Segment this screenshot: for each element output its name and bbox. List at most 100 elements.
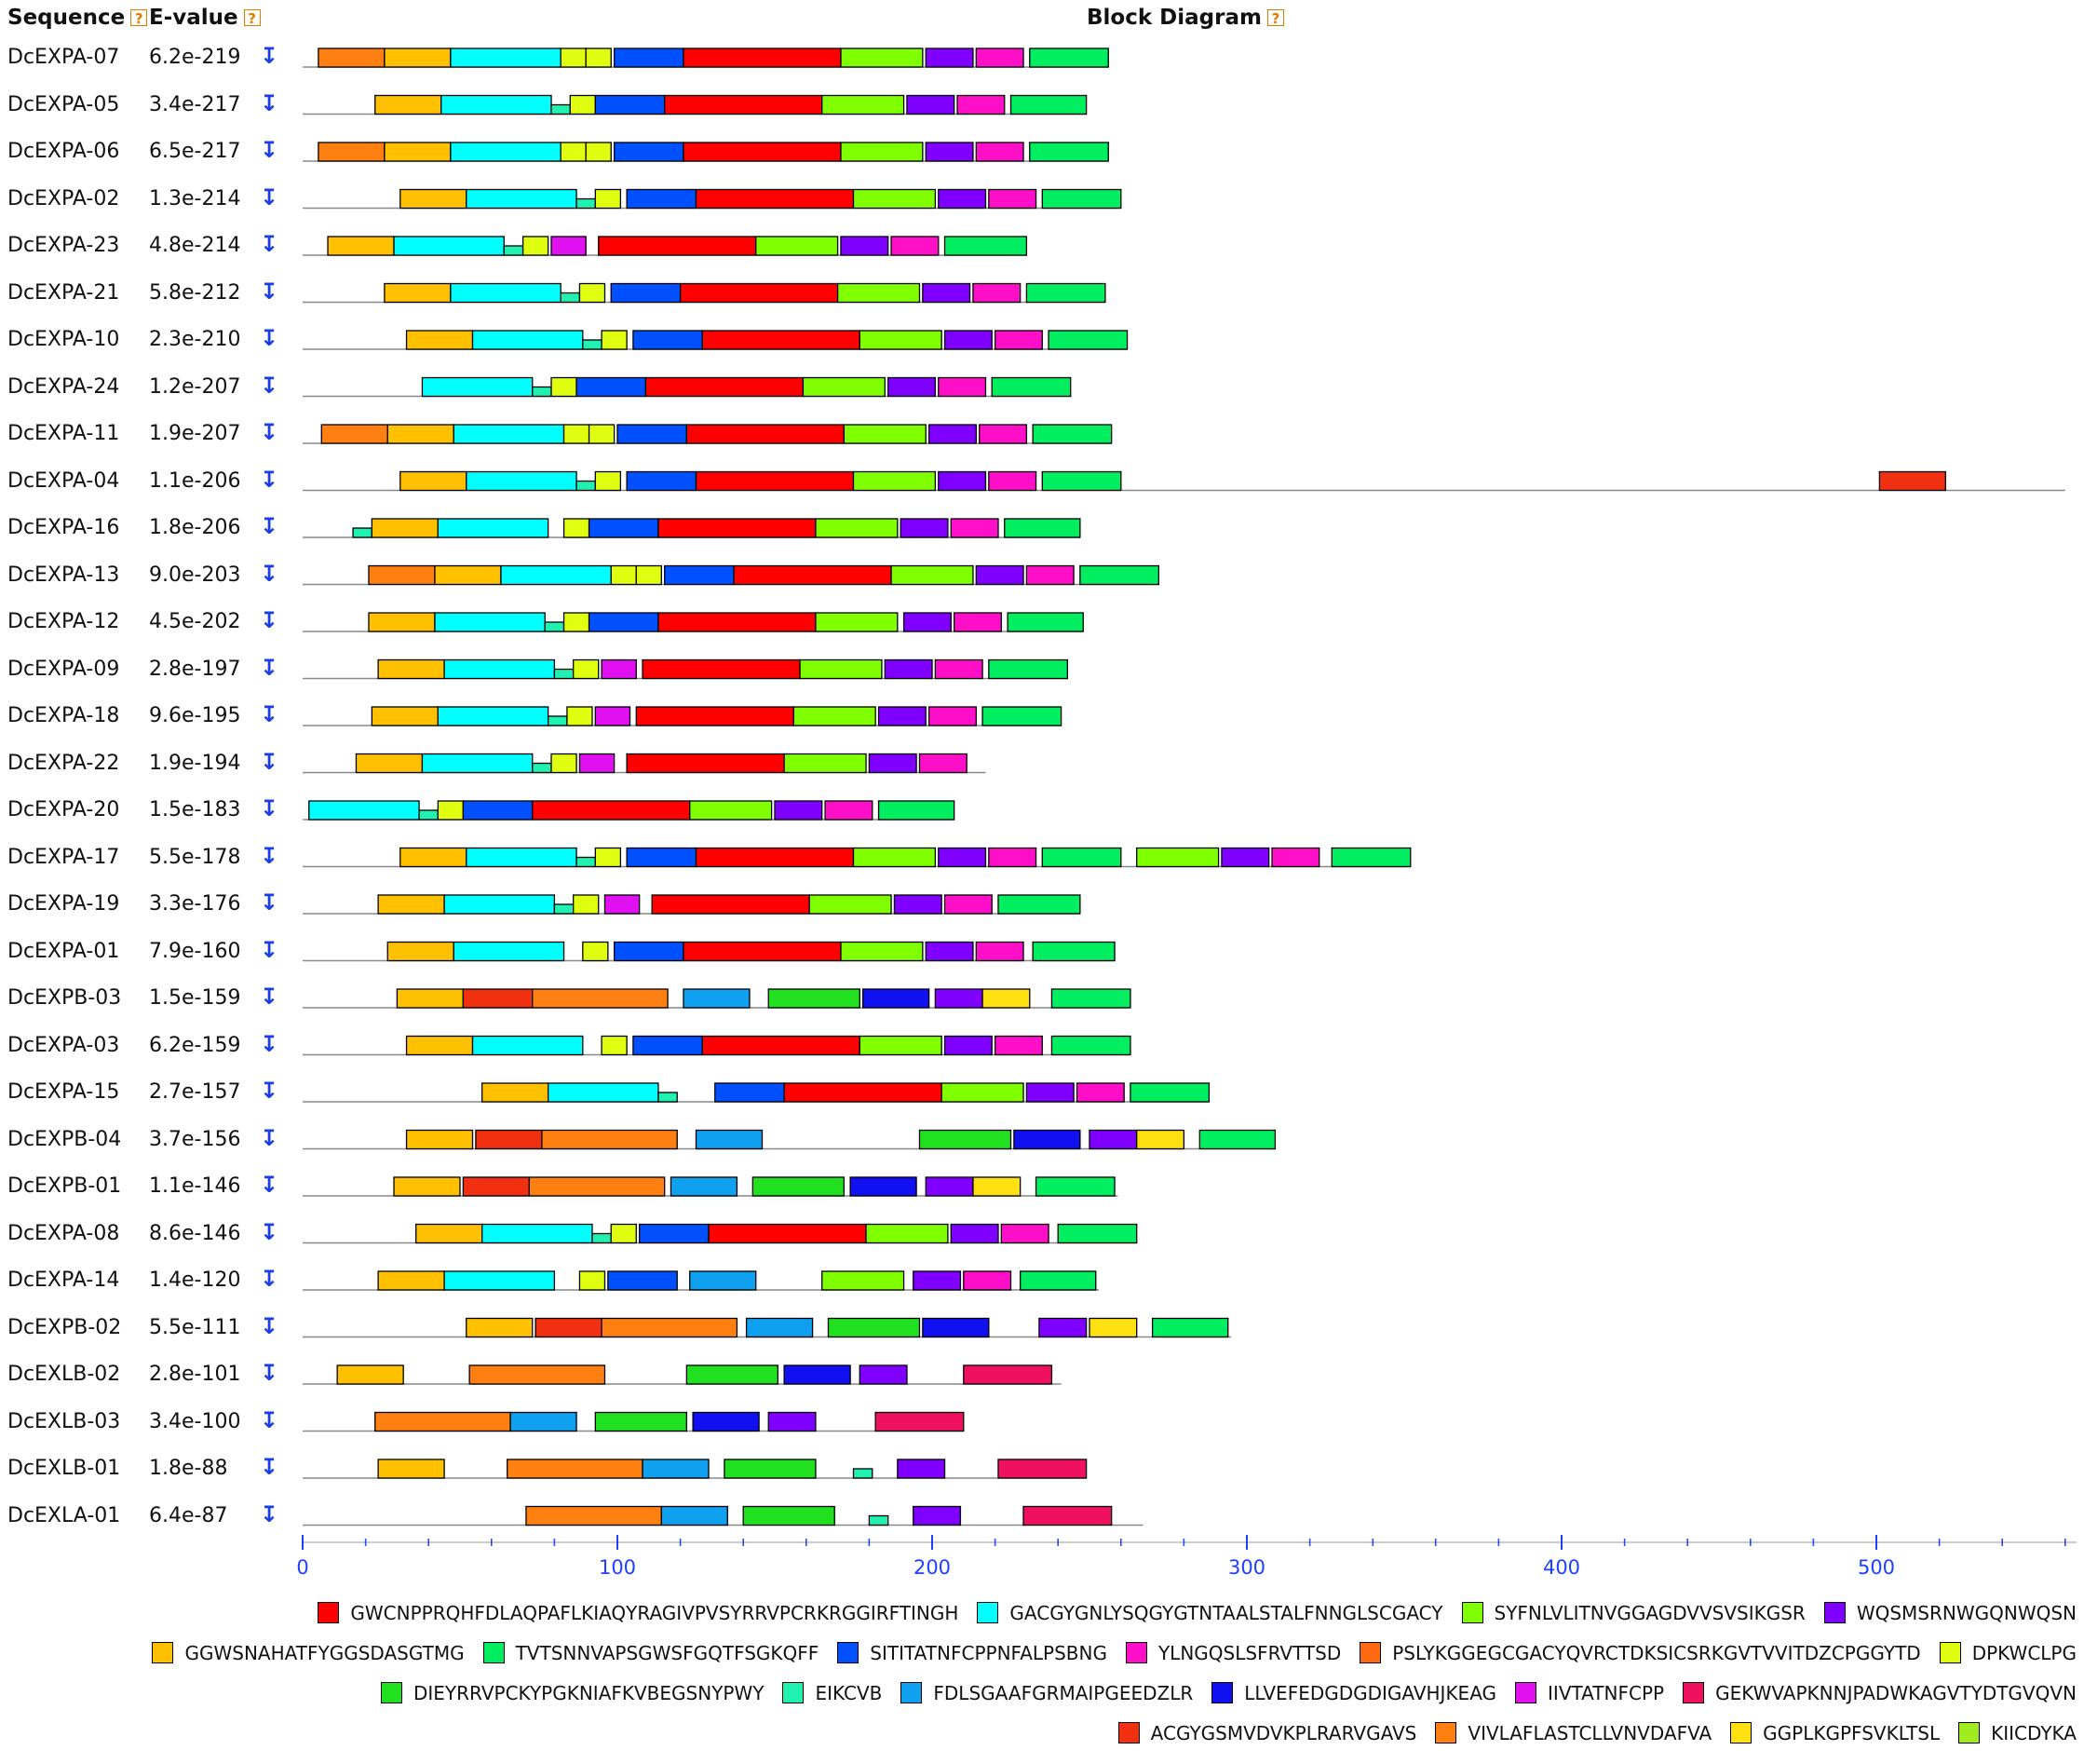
sequence-name[interactable]: DcEXPA-11 <box>7 422 120 445</box>
legend-item[interactable]: GACGYGNLYSQGYGTNTAALSTALFNNGLSCGACY <box>977 1602 1443 1624</box>
motif-block-m14[interactable] <box>922 1317 990 1338</box>
sequence-name[interactable]: DcEXPA-09 <box>7 657 120 681</box>
motif-block-m4[interactable] <box>767 1411 817 1432</box>
motif-block-m4[interactable] <box>925 142 974 162</box>
legend-item[interactable]: GGPLKGPFSVKLTSL <box>1730 1722 1940 1744</box>
motif-block-m12[interactable] <box>553 668 575 680</box>
motif-block-m2[interactable] <box>443 894 556 915</box>
motif-block-m4[interactable] <box>913 1270 962 1291</box>
motif-block-m1[interactable] <box>598 236 757 256</box>
motif-block-m6[interactable] <box>988 658 1068 680</box>
legend-item[interactable]: WQSMSRNWGQNWQSN <box>1823 1602 2077 1624</box>
sequence-name[interactable]: DcEXPA-20 <box>7 798 120 821</box>
sequence-name[interactable]: DcEXPA-08 <box>7 1221 120 1245</box>
scroll-to-sequence-icon[interactable]: ↧ <box>260 1406 279 1433</box>
sequence-name[interactable]: DcEXPA-19 <box>7 892 120 916</box>
motif-block-m5[interactable] <box>377 1270 445 1291</box>
motif-block-m5[interactable] <box>377 894 445 915</box>
motif-block-m5[interactable] <box>399 188 467 210</box>
motif-block-m3[interactable] <box>840 47 924 68</box>
motif-block-m12[interactable] <box>547 715 568 726</box>
scroll-to-sequence-icon[interactable]: ↧ <box>260 1312 279 1339</box>
motif-block-m4[interactable] <box>938 847 987 868</box>
motif-block-m1[interactable] <box>701 1035 860 1056</box>
motif-block-m13[interactable] <box>660 1505 728 1527</box>
motif-block-m10[interactable] <box>578 1270 606 1291</box>
motif-block-m4[interactable] <box>1025 1082 1075 1103</box>
sequence-name[interactable]: DcEXPA-17 <box>7 845 120 869</box>
sequence-name[interactable]: DcEXPA-12 <box>7 610 120 633</box>
scroll-to-sequence-icon[interactable]: ↧ <box>260 889 279 916</box>
motif-block-m8[interactable] <box>1076 1082 1125 1103</box>
motif-block-m7[interactable] <box>714 1082 785 1103</box>
motif-block-m3[interactable] <box>808 894 892 915</box>
scroll-to-sequence-icon[interactable]: ↧ <box>260 1030 279 1057</box>
motif-block-m3[interactable] <box>852 470 937 492</box>
motif-block-m6[interactable] <box>1032 424 1113 444</box>
motif-block-m2[interactable] <box>437 706 549 726</box>
motif-block-m2[interactable] <box>466 470 577 492</box>
motif-block-m3[interactable] <box>792 706 876 726</box>
motif-block-m7[interactable] <box>575 376 647 398</box>
legend-item[interactable]: GWCNPPRQHFDLAQPAFLKIAQYRAGIVPVSYRRVPCRKR… <box>318 1602 958 1624</box>
legend-item[interactable]: DPKWCLPG <box>1939 1642 2077 1664</box>
motif-block-m18[interactable] <box>320 424 388 444</box>
motif-block-m4[interactable] <box>925 1176 974 1197</box>
motif-block-m4[interactable] <box>868 753 917 774</box>
scroll-to-sequence-icon[interactable]: ↧ <box>260 984 279 1010</box>
motif-block-m5[interactable] <box>466 1317 534 1338</box>
motif-block-m8[interactable] <box>950 518 999 538</box>
motif-block-m1[interactable] <box>683 142 842 162</box>
legend-item[interactable]: SYFNLVLITNVGGAGDVVSVSIKGSR <box>1461 1602 1806 1624</box>
motif-block-m3[interactable] <box>852 847 937 868</box>
motif-block-m6[interactable] <box>997 894 1081 915</box>
motif-block-m10[interactable] <box>573 894 600 915</box>
scroll-to-sequence-icon[interactable]: ↧ <box>260 1124 279 1151</box>
motif-block-m18[interactable] <box>468 1364 606 1385</box>
motif-block-m8[interactable] <box>954 612 1003 632</box>
scroll-to-sequence-icon[interactable]: ↧ <box>260 466 279 493</box>
scroll-to-sequence-icon[interactable]: ↧ <box>260 89 279 116</box>
motif-block-m7[interactable] <box>613 941 684 962</box>
motif-block-m6[interactable] <box>1029 47 1109 68</box>
motif-block-m1[interactable] <box>708 1223 867 1244</box>
legend-item[interactable]: EIKCVB <box>782 1682 882 1704</box>
motif-block-m7[interactable] <box>588 518 659 538</box>
legend-item[interactable]: GGWSNAHATFYGGSDASGTMG <box>152 1642 465 1664</box>
motif-block-m5[interactable] <box>481 1082 549 1103</box>
motif-block-m7[interactable] <box>626 847 697 868</box>
scroll-to-sequence-icon[interactable]: ↧ <box>260 607 279 633</box>
motif-block-m10[interactable] <box>635 564 662 586</box>
motif-block-m2[interactable] <box>500 564 612 586</box>
sequence-name[interactable]: DcEXPA-01 <box>7 939 120 963</box>
motif-block-m6[interactable] <box>943 236 1028 256</box>
scroll-to-sequence-icon[interactable]: ↧ <box>260 560 279 587</box>
scroll-to-sequence-icon[interactable]: ↧ <box>260 1172 279 1198</box>
motif-block-m8[interactable] <box>934 658 983 680</box>
motif-block-m1[interactable] <box>733 564 892 586</box>
motif-block-m4[interactable] <box>927 424 977 444</box>
motif-block-m4[interactable] <box>902 612 952 632</box>
scroll-to-sequence-icon[interactable]: ↧ <box>260 1500 279 1527</box>
motif-block-m4[interactable] <box>938 188 987 210</box>
motif-block-m7[interactable] <box>626 470 697 492</box>
motif-block-m10[interactable] <box>437 800 465 821</box>
motif-block-m10[interactable] <box>594 847 622 868</box>
block-diagram-help-icon[interactable]: ? <box>1266 9 1284 27</box>
motif-block-m2[interactable] <box>443 658 556 680</box>
motif-block-m18[interactable] <box>368 564 436 586</box>
motif-block-m7[interactable] <box>626 188 697 210</box>
motif-block-m5[interactable] <box>384 142 452 162</box>
motif-block-m10[interactable] <box>562 424 590 444</box>
motif-block-m5[interactable] <box>399 847 467 868</box>
motif-block-m4[interactable] <box>859 1364 908 1385</box>
motif-block-m1[interactable] <box>683 941 842 962</box>
motif-block-m6[interactable] <box>877 800 955 821</box>
motif-block-m1[interactable] <box>685 424 846 444</box>
motif-block-m6[interactable] <box>1151 1317 1229 1338</box>
sequence-name[interactable]: DcEXPA-23 <box>7 234 120 257</box>
motif-block-m3[interactable] <box>859 1035 942 1056</box>
legend-item[interactable]: YLNGQSLSFRVTTSD <box>1125 1642 1341 1664</box>
motif-block-m1[interactable] <box>657 518 817 538</box>
motif-block-m6[interactable] <box>1048 330 1129 350</box>
